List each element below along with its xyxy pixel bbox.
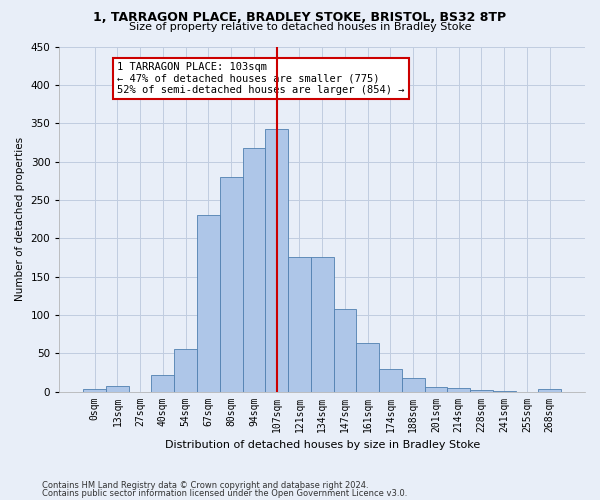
Bar	[197, 215, 220, 392]
Bar	[151, 374, 174, 392]
Bar	[448, 388, 470, 392]
Bar	[106, 386, 129, 392]
Text: 1, TARRAGON PLACE, BRADLEY STOKE, BRISTOL, BS32 8TP: 1, TARRAGON PLACE, BRADLEY STOKE, BRISTO…	[94, 11, 506, 24]
Bar	[402, 378, 425, 392]
Bar	[83, 390, 106, 392]
Bar	[288, 258, 311, 392]
Bar	[538, 390, 561, 392]
Text: Size of property relative to detached houses in Bradley Stoke: Size of property relative to detached ho…	[129, 22, 471, 32]
Bar	[379, 368, 402, 392]
Bar	[242, 148, 265, 392]
Bar	[311, 258, 334, 392]
Bar	[470, 390, 493, 392]
Text: Contains HM Land Registry data © Crown copyright and database right 2024.: Contains HM Land Registry data © Crown c…	[42, 481, 368, 490]
Text: 1 TARRAGON PLACE: 103sqm
← 47% of detached houses are smaller (775)
52% of semi-: 1 TARRAGON PLACE: 103sqm ← 47% of detach…	[118, 62, 405, 95]
Bar	[265, 128, 288, 392]
Bar	[334, 308, 356, 392]
Bar	[493, 391, 515, 392]
Bar	[425, 387, 448, 392]
X-axis label: Distribution of detached houses by size in Bradley Stoke: Distribution of detached houses by size …	[164, 440, 480, 450]
Bar	[174, 350, 197, 392]
Bar	[356, 343, 379, 392]
Text: Contains public sector information licensed under the Open Government Licence v3: Contains public sector information licen…	[42, 488, 407, 498]
Bar	[220, 177, 242, 392]
Y-axis label: Number of detached properties: Number of detached properties	[15, 137, 25, 301]
